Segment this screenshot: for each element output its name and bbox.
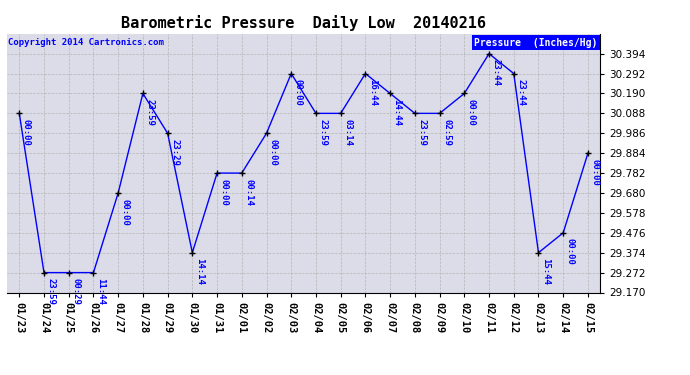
Text: 15:44: 15:44 (541, 258, 550, 285)
Text: Pressure  (Inches/Hg): Pressure (Inches/Hg) (474, 38, 598, 48)
Text: 23:59: 23:59 (417, 119, 426, 146)
Text: 14:14: 14:14 (195, 258, 204, 285)
Text: 23:59: 23:59 (318, 119, 328, 146)
Text: 02:59: 02:59 (442, 119, 451, 146)
Text: 11:44: 11:44 (96, 278, 105, 305)
Text: 00:00: 00:00 (591, 159, 600, 186)
Title: Barometric Pressure  Daily Low  20140216: Barometric Pressure Daily Low 20140216 (121, 15, 486, 31)
Text: 00:00: 00:00 (566, 238, 575, 265)
Text: 00:00: 00:00 (294, 79, 303, 106)
Text: 00:14: 00:14 (244, 178, 253, 206)
Text: 14:44: 14:44 (393, 99, 402, 126)
Text: 23:44: 23:44 (516, 79, 525, 106)
Text: 16:44: 16:44 (368, 79, 377, 106)
Text: 23:44: 23:44 (491, 59, 500, 86)
Text: 03:14: 03:14 (343, 119, 352, 146)
Text: Copyright 2014 Cartronics.com: Copyright 2014 Cartronics.com (8, 38, 164, 46)
Text: 23:29: 23:29 (170, 139, 179, 166)
Text: 00:00: 00:00 (121, 198, 130, 225)
Text: 00:29: 00:29 (71, 278, 80, 305)
Text: 00:00: 00:00 (21, 119, 31, 146)
Text: 23:59: 23:59 (146, 99, 155, 126)
Text: 23:59: 23:59 (46, 278, 55, 305)
Text: 00:00: 00:00 (219, 178, 228, 206)
Text: 00:00: 00:00 (269, 139, 278, 166)
Text: 00:00: 00:00 (466, 99, 476, 126)
